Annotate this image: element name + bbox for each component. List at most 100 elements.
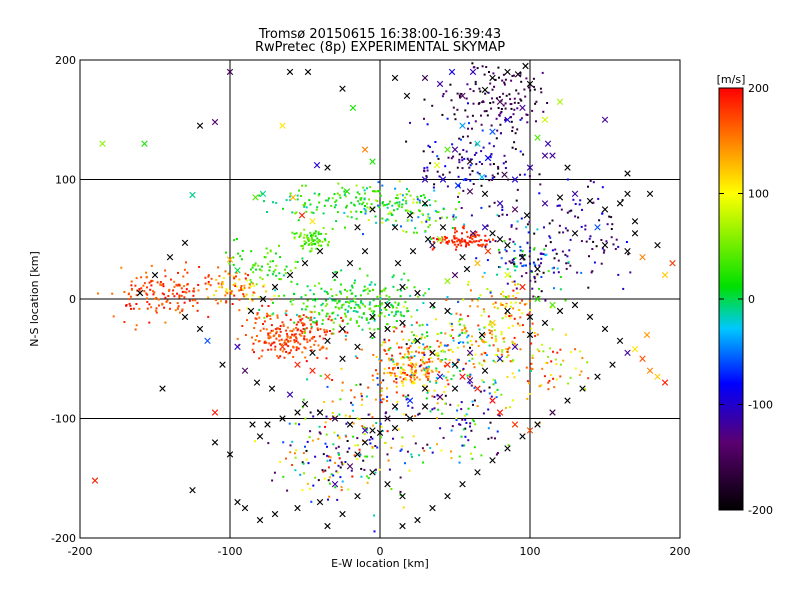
data-point-dot: [460, 401, 463, 404]
data-point-dot: [388, 298, 391, 301]
data-point-dot: [533, 277, 536, 280]
data-point-dot: [533, 248, 536, 251]
data-point-dot: [533, 331, 536, 334]
data-point-dot: [358, 306, 361, 309]
data-point-dot: [326, 292, 329, 295]
data-point-x: [268, 385, 276, 392]
data-point-dot: [410, 355, 413, 358]
data-point-dot: [488, 329, 491, 332]
data-point-dot: [307, 237, 310, 240]
data-point-dot: [344, 414, 347, 417]
data-point-dot: [595, 245, 598, 248]
data-point-dot: [323, 238, 326, 241]
data-point-dot: [362, 201, 365, 204]
data-point-dot: [459, 369, 461, 372]
data-point-dot: [392, 285, 395, 288]
data-point-dot: [374, 445, 377, 447]
data-point-dot: [429, 350, 432, 353]
data-point-dot: [460, 435, 463, 438]
data-point-dot: [491, 333, 494, 336]
data-point-x: [286, 271, 294, 279]
data-point-dot: [352, 310, 355, 312]
data-point-dot: [406, 450, 409, 453]
data-point-dot: [333, 206, 336, 209]
data-point-dot: [446, 216, 449, 219]
data-point-dot: [390, 372, 393, 375]
data-point-x: [481, 367, 489, 374]
data-point-dot: [338, 453, 340, 456]
data-point-dot: [521, 253, 524, 256]
data-point-x: [556, 194, 564, 201]
data-point-dot: [477, 243, 480, 246]
data-point-dot: [426, 169, 429, 172]
data-point-dot: [509, 238, 512, 241]
data-point-dot: [319, 328, 322, 331]
data-point-dot: [476, 405, 479, 408]
data-point-dot: [504, 102, 507, 105]
data-point-x: [421, 403, 429, 410]
data-point-dot: [422, 294, 425, 297]
data-point-dot: [318, 193, 321, 195]
data-point-dot: [610, 236, 613, 239]
data-point-dot: [593, 261, 596, 264]
data-point-dot: [322, 212, 325, 215]
data-point-dot: [341, 186, 344, 189]
data-point-dot: [207, 296, 210, 299]
data-point-dot: [303, 338, 306, 341]
data-point-x: [564, 164, 571, 171]
data-point-x: [469, 68, 477, 76]
data-point-dot: [549, 241, 552, 244]
data-point-dot: [512, 240, 515, 243]
data-point-dot: [427, 389, 430, 392]
data-point-dot: [279, 330, 282, 333]
data-point-x: [301, 260, 309, 267]
data-point-dot: [449, 83, 452, 86]
data-point-x: [361, 439, 369, 446]
data-point-dot: [323, 477, 326, 480]
data-point-dot: [484, 341, 487, 344]
data-point-dot: [354, 355, 357, 358]
data-point-dot: [531, 287, 534, 290]
data-point-dot: [491, 179, 494, 181]
data-point-x: [241, 367, 249, 374]
data-point-dot: [301, 257, 304, 260]
data-point-dot: [472, 90, 475, 93]
data-point-dot: [444, 238, 447, 241]
data-point-dot: [180, 294, 183, 297]
data-point-dot: [417, 351, 420, 354]
data-point-dot: [299, 473, 302, 476]
data-point-dot: [397, 302, 400, 305]
data-point-dot: [322, 470, 325, 473]
data-point-dot: [451, 425, 454, 428]
data-point-dot: [306, 341, 309, 344]
data-point-dot: [561, 250, 564, 253]
data-point-x: [496, 200, 504, 207]
data-point-dot: [375, 422, 378, 424]
data-point-dot: [271, 479, 274, 482]
data-point-dot: [402, 305, 405, 308]
data-point-dot: [350, 216, 353, 219]
data-point-x: [541, 152, 549, 159]
data-point-x: [279, 343, 286, 350]
data-point-dot: [429, 410, 432, 413]
data-point-dot: [332, 332, 335, 335]
data-point-dot: [330, 204, 333, 207]
data-point-dot: [516, 128, 519, 131]
data-point-dot: [372, 424, 375, 427]
data-point-dot: [497, 165, 500, 168]
data-point-dot: [493, 176, 496, 179]
data-point-dot: [509, 116, 512, 119]
data-point-dot: [483, 389, 486, 392]
data-point-x: [594, 224, 601, 231]
data-point-dot: [464, 362, 467, 365]
data-point-dot: [506, 356, 509, 359]
data-point-dot: [555, 363, 558, 366]
data-point-dot: [341, 304, 344, 307]
data-point-dot: [476, 299, 479, 302]
data-point-dot: [360, 301, 363, 304]
data-point-dot: [412, 380, 415, 383]
data-point-x: [253, 379, 261, 386]
data-point-x: [624, 248, 631, 255]
data-point-dot: [455, 216, 457, 219]
data-point-dot: [325, 415, 328, 418]
